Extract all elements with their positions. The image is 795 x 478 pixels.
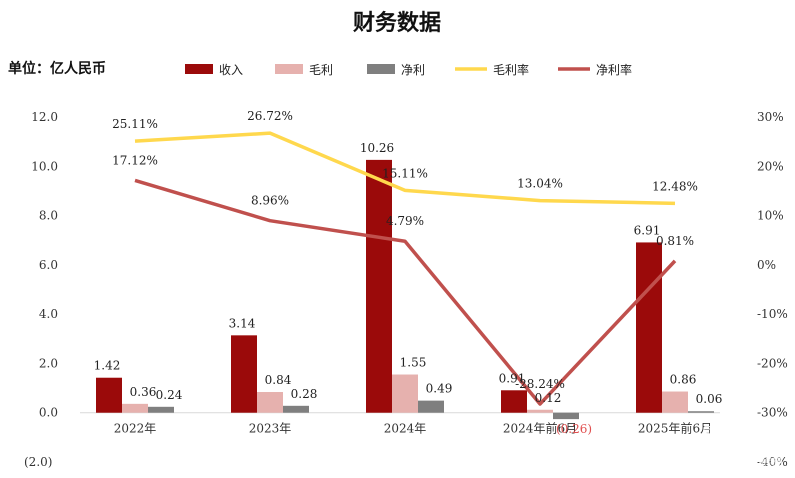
y-right-tick-label: -20% — [757, 356, 788, 370]
axes: 12.0 10.0 8.0 6.0 4.0 2.0 0.0 (2.0) 30% 20% 10% 0% -… — [24, 110, 788, 469]
legend-swatch — [367, 64, 395, 74]
legend: 收入 毛利 净利 毛利率 净利率 — [185, 62, 632, 77]
y-left-tick-label: 0.0 — [39, 406, 58, 420]
bar-净利-4 — [688, 411, 714, 413]
bar-净利-1 — [283, 405, 309, 413]
bar-value-label: 1.55 — [400, 356, 427, 370]
y-right-tick-label: 0% — [757, 258, 776, 272]
bar-value-label: 0.91 — [499, 371, 526, 385]
data-labels: 1.42 3.14 10.26 0.91 6.91 0.36 0.84 1.55 0.12 0.8… — [94, 109, 723, 436]
x-tick-label: 2024年前6月 — [503, 421, 577, 436]
unit-label: 单位：亿人民币 — [8, 60, 106, 77]
line-value-label: 17.12% — [112, 153, 158, 167]
y-right-tick-label: -30% — [757, 406, 788, 420]
bar-收入-4 — [636, 242, 662, 413]
bar-净利-0 — [148, 406, 174, 413]
bar-value-label: 0.06 — [696, 392, 723, 406]
line-毛利率 — [134, 131, 676, 206]
line-value-label: 13.04% — [517, 177, 563, 191]
bar-value-label: 0.49 — [426, 382, 453, 396]
chart-title: 财务数据 — [353, 10, 441, 36]
bar-value-label: 0.86 — [670, 373, 697, 387]
line-value-label: 8.96% — [251, 194, 289, 208]
bar-收入-3 — [501, 390, 527, 413]
bar-value-label: 0.24 — [156, 388, 183, 402]
bar-series — [96, 159, 714, 420]
bar-毛利-1 — [257, 392, 283, 413]
legend-label: 毛利率 — [493, 62, 529, 77]
watermark: 雪虎社区 @爱投资的小熊猫 — [695, 425, 783, 468]
bar-收入-2 — [366, 159, 392, 413]
watermark-author-text: @爱投资的小熊猫 — [695, 454, 783, 468]
y-right-tick-label: -10% — [757, 307, 788, 321]
line-value-label: 26.72% — [247, 109, 293, 123]
y-left-tick-label: 4.0 — [39, 307, 58, 321]
legend-label: 净利率 — [596, 62, 632, 77]
line-value-label: 25.11% — [112, 117, 158, 131]
legend-swatch — [275, 64, 303, 74]
bar-毛利-4 — [662, 391, 688, 413]
bar-value-label: 0.12 — [535, 391, 562, 405]
bar-value-label: 3.14 — [229, 316, 256, 330]
bar-毛利-0 — [122, 403, 148, 413]
bar-value-label: 10.26 — [360, 141, 394, 155]
bar-毛利-2 — [392, 374, 418, 413]
legend-label: 收入 — [219, 63, 243, 77]
y-right-tick-label: 30% — [757, 110, 784, 124]
x-tick-label: 2025年前6月 — [638, 421, 712, 436]
line-value-label: 4.79% — [386, 214, 424, 228]
x-tick-label: 2022年 — [114, 422, 157, 436]
legend-label: 毛利 — [309, 63, 333, 77]
y-left-tick-label: 12.0 — [31, 110, 58, 124]
bar-value-label: 6.91 — [634, 223, 661, 237]
line-value-label: 0.81% — [656, 234, 694, 248]
bar-净利-2 — [418, 400, 444, 413]
y-left-tick-label: 2.0 — [39, 356, 58, 370]
bar-value-label: 0.36 — [130, 385, 157, 399]
legend-label: 净利 — [401, 63, 425, 77]
bar-value-label: 0.28 — [291, 387, 318, 401]
x-tick-label: 2023年 — [249, 422, 292, 436]
y-right-tick-label: 20% — [757, 159, 784, 173]
bar-value-label: 1.42 — [94, 359, 121, 373]
bar-value-label: 0.84 — [265, 373, 292, 387]
bar-收入-0 — [96, 377, 122, 413]
y-left-tick-label: 10.0 — [31, 159, 58, 173]
y-right-tick-label: -40% — [757, 455, 788, 469]
line-series — [134, 131, 677, 406]
line-净利率 — [134, 178, 677, 406]
y-left-tick-label: 6.0 — [39, 258, 58, 272]
y-left-tick-label: 8.0 — [39, 209, 58, 223]
watermark-logo-text: 雪虎社区 — [702, 425, 770, 445]
line-value-label: 15.11% — [382, 166, 428, 180]
y-left-tick-label: (2.0) — [24, 455, 52, 469]
line-value-label: 12.48% — [652, 179, 698, 193]
bar-净利-3 — [553, 412, 579, 420]
bar-收入-1 — [231, 335, 257, 413]
y-right-tick-label: 10% — [757, 209, 784, 223]
bar-毛利-3 — [527, 409, 553, 413]
line-value-label: -28.24% — [515, 377, 565, 391]
x-tick-label: 2024年 — [384, 422, 427, 436]
bar-value-label: (0.26) — [556, 422, 592, 436]
legend-swatch — [185, 64, 213, 74]
